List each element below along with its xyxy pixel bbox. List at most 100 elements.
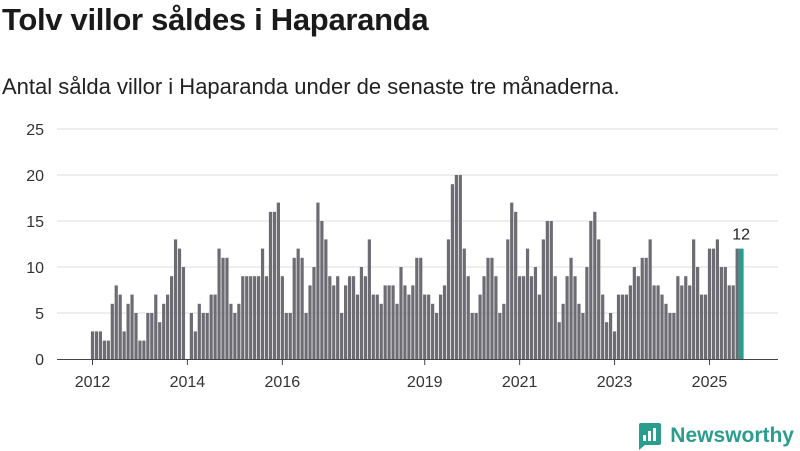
bar: [387, 285, 391, 359]
bar: [209, 294, 213, 359]
bar: [478, 294, 482, 359]
bar: [217, 248, 221, 359]
bar: [537, 294, 542, 359]
bar: [482, 276, 486, 359]
bar-layer: [90, 175, 744, 359]
bar: [308, 285, 312, 359]
bar: [648, 239, 652, 359]
bar: [529, 276, 534, 359]
bar: [533, 267, 538, 359]
bar: [102, 340, 106, 359]
x-tick-label: 2019: [407, 374, 443, 391]
bar: [672, 313, 676, 359]
bar: [684, 276, 688, 359]
chart-logo-icon: [639, 423, 662, 450]
bar: [197, 303, 201, 359]
bar: [126, 303, 130, 359]
bar: [351, 276, 356, 359]
bar: [296, 248, 300, 359]
bar: [723, 267, 727, 359]
bar: [427, 294, 431, 359]
bar: [407, 294, 411, 359]
bar: [268, 211, 273, 359]
bar: [707, 248, 712, 359]
bar: [363, 276, 367, 359]
bar: [233, 313, 237, 359]
bar: [94, 331, 99, 359]
y-tick-label: 5: [35, 306, 44, 323]
bar: [498, 313, 502, 359]
bar: [110, 303, 114, 359]
bar: [170, 276, 174, 359]
brand-logo[interactable]: Newsworthy: [636, 421, 794, 451]
bar: [609, 313, 613, 359]
bar: [316, 202, 320, 359]
bar: [379, 303, 383, 359]
bar: [470, 313, 474, 359]
bar: [589, 221, 593, 359]
bar: [249, 276, 253, 359]
bar: [177, 248, 182, 359]
bar: [241, 276, 245, 359]
bar: [454, 175, 458, 359]
bar: [154, 294, 158, 359]
bar: [486, 257, 490, 359]
bar: [205, 313, 209, 359]
bar: [300, 257, 304, 359]
bar: [557, 322, 561, 359]
bar: [450, 184, 455, 359]
bar: [284, 313, 288, 359]
bar: [162, 303, 166, 359]
bar: [644, 257, 648, 359]
bar: [692, 239, 696, 359]
bar: [395, 303, 399, 359]
y-tick-label: 0: [35, 352, 44, 369]
bar: [585, 267, 589, 359]
bar: [719, 267, 723, 359]
bar: [213, 294, 217, 359]
bar: [581, 313, 585, 359]
bar: [320, 221, 324, 359]
bar: [367, 239, 371, 359]
bar: [652, 285, 656, 359]
bar: [375, 294, 379, 359]
bar: [332, 285, 336, 359]
bar: [601, 294, 605, 359]
bar: [245, 276, 249, 359]
bar: [276, 202, 280, 359]
bar: [458, 175, 462, 359]
bar: [431, 303, 435, 359]
bar: [336, 276, 340, 359]
bar: [510, 202, 514, 359]
bar: [668, 313, 672, 359]
bar: [221, 257, 225, 359]
bar: [660, 294, 664, 359]
bar: [727, 285, 731, 359]
bar: [545, 221, 549, 359]
bar: [264, 276, 269, 359]
bar: [106, 340, 110, 359]
bar: [518, 276, 522, 359]
chart-title: Tolv villor såldes i Haparanda: [2, 2, 429, 37]
bar: [502, 303, 506, 359]
bar: [292, 257, 296, 359]
bar: [280, 276, 284, 359]
bar: [419, 257, 423, 359]
bar: [237, 303, 241, 359]
bar: [565, 276, 569, 359]
bar: [688, 285, 692, 359]
bar: [636, 276, 640, 359]
x-tick-label: 2016: [265, 374, 301, 391]
bar: [201, 313, 205, 359]
bar: [525, 248, 530, 359]
brand-name: Newsworthy: [670, 424, 794, 447]
bar: [593, 211, 597, 359]
bar: [735, 248, 739, 359]
bar: [347, 276, 352, 359]
highlight-data-label: 12: [732, 227, 750, 244]
bar: [344, 285, 348, 359]
bar: [466, 276, 470, 359]
bar: [229, 303, 233, 359]
bar: [399, 267, 403, 359]
